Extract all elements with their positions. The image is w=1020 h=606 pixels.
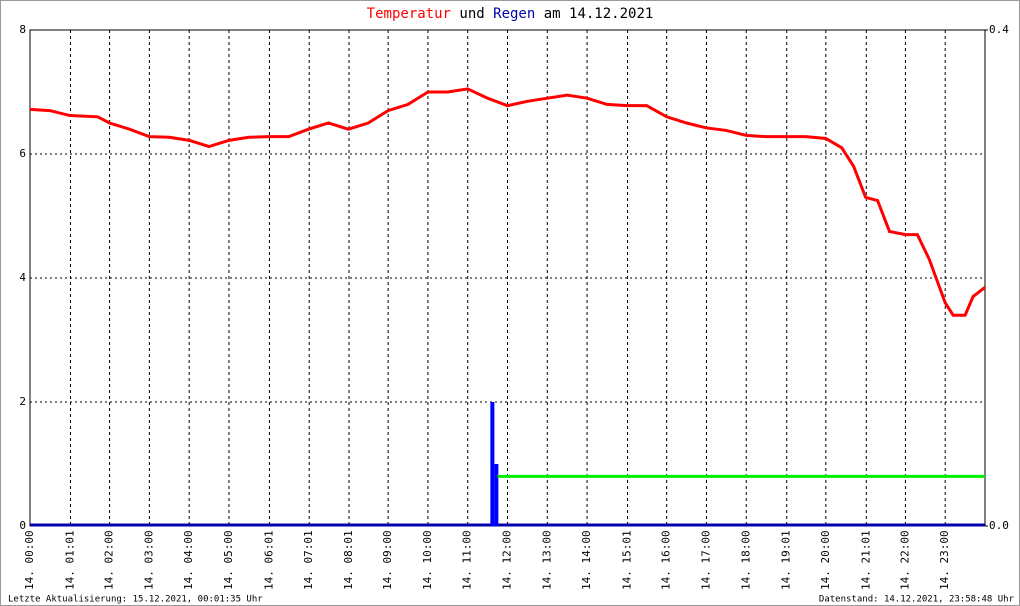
title-temp: Temperatur bbox=[367, 6, 451, 22]
title-rain: Regen bbox=[493, 6, 535, 22]
footer-left: Letzte Aktualisierung: 15.12.2021, 00:01… bbox=[8, 595, 263, 605]
x-tick-label: 14. 23:00 bbox=[938, 530, 951, 590]
x-tick-label: 14. 03:00 bbox=[142, 530, 155, 590]
x-tick-label: 14. 07:01 bbox=[302, 530, 315, 590]
x-tick-label: 14. 17:00 bbox=[699, 530, 712, 590]
y-tick-label: 4 bbox=[19, 271, 26, 284]
line bbox=[29, 87, 986, 317]
y2-tick-label: 0.0 bbox=[989, 519, 1009, 532]
bar bbox=[490, 402, 495, 526]
y-tick-label: 0 bbox=[19, 519, 26, 532]
x-tick-label: 14. 12:00 bbox=[501, 530, 514, 590]
x-tick-label: 14. 15:01 bbox=[621, 530, 634, 590]
x-tick-label: 14. 02:00 bbox=[103, 530, 116, 590]
x-tick-label: 14. 06:01 bbox=[262, 530, 275, 590]
bar bbox=[494, 464, 499, 526]
x-tick-label: 14. 16:00 bbox=[660, 530, 673, 590]
x-tick-label: 14. 05:00 bbox=[222, 530, 235, 590]
y2-tick-label: 0.4 bbox=[989, 23, 1009, 36]
title-date: am 14.12.2021 bbox=[544, 6, 654, 22]
y-tick-label: 6 bbox=[19, 147, 26, 160]
x-tick-label: 14. 09:00 bbox=[381, 530, 394, 590]
chart-title: Temperatur und Regen am 14.12.2021 bbox=[367, 6, 654, 22]
x-tick-label: 14. 21:01 bbox=[859, 530, 872, 590]
x-tick-label: 14. 01:01 bbox=[63, 530, 76, 590]
x-tick-label: 14. 22:00 bbox=[898, 530, 911, 590]
x-tick-label: 14. 08:01 bbox=[342, 530, 355, 590]
x-tick-label: 14. 18:00 bbox=[739, 530, 752, 590]
x-tick-label: 14. 11:00 bbox=[461, 530, 474, 590]
y-tick-label: 2 bbox=[19, 395, 26, 408]
y-tick-label: 8 bbox=[19, 23, 26, 36]
x-tick-label: 14. 04:00 bbox=[182, 530, 195, 590]
x-tick-label: 14. 19:01 bbox=[780, 530, 793, 590]
x-tick-label: 14. 10:00 bbox=[421, 530, 434, 590]
x-tick-label: 14. 20:00 bbox=[819, 530, 832, 590]
footer-right: Datenstand: 14.12.2021, 23:58:48 Uhr bbox=[819, 595, 1015, 605]
title-und: und bbox=[459, 6, 484, 22]
x-tick-label: 14. 14:00 bbox=[580, 530, 593, 590]
x-tick-label: 14. 00:00 bbox=[23, 530, 36, 590]
x-tick-label: 14. 13:00 bbox=[540, 530, 553, 590]
